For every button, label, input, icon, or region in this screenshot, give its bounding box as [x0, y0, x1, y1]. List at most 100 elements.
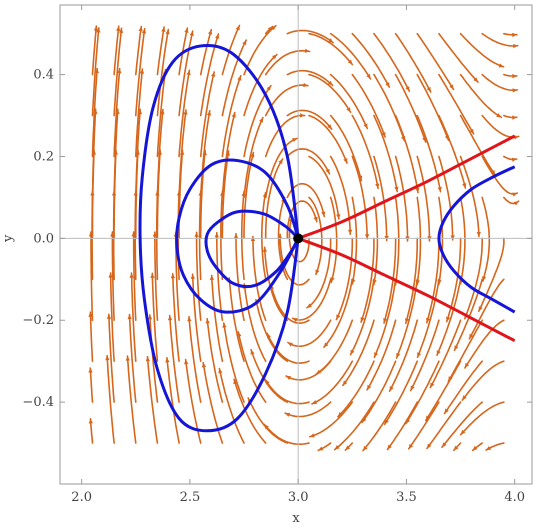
stream-arrow-145	[362, 445, 368, 451]
stream-arrow-136	[337, 411, 343, 417]
stream-arrow-157	[389, 386, 394, 392]
stream-line-68	[221, 39, 247, 117]
stream-arrow-59	[207, 29, 213, 35]
equilibrium-point	[293, 233, 304, 244]
stream-line-66	[221, 111, 236, 199]
stream-line-191	[464, 237, 484, 320]
stream-arrow-71	[222, 323, 227, 328]
stream-arrow-104	[267, 333, 272, 339]
stream-line-201	[468, 278, 505, 340]
x-axis-label: x	[292, 511, 300, 526]
stream-line-133	[351, 73, 386, 138]
stream-line-108	[308, 196, 323, 276]
stream-line-39	[156, 26, 165, 76]
stream-arrow-172	[462, 183, 467, 189]
stream-arrow-190	[454, 345, 459, 351]
stream-line-172	[438, 114, 467, 189]
stream-line-82	[243, 283, 267, 362]
y-tick-label-0: −0.4	[22, 395, 54, 410]
x-tick-label-0: 2.0	[71, 490, 92, 505]
y-tick-label-4: 0.4	[33, 68, 54, 83]
stream-arrow-170	[437, 279, 442, 285]
stream-arrow-140	[372, 279, 377, 285]
stream-line-65	[221, 150, 230, 240]
stream-arrow-176	[426, 443, 432, 449]
stream-arrow-159	[404, 318, 410, 324]
stream-arrow-200	[464, 362, 470, 368]
stream-arrow-20	[125, 356, 130, 361]
stream-line-143	[373, 73, 406, 142]
stream-arrow-194	[513, 135, 519, 140]
stream-arrow-135	[334, 445, 340, 450]
stream-line-127	[315, 319, 354, 375]
stream-arrow-206	[512, 74, 517, 79]
stream-line-53	[195, 231, 202, 322]
stream-line-129	[335, 237, 354, 321]
x-tick-label-4: 4.0	[504, 490, 525, 505]
stream-arrow-165	[408, 443, 414, 449]
stream-line-182	[459, 155, 480, 238]
stream-arrow-117	[292, 317, 298, 322]
stream-line-80	[233, 378, 267, 444]
stream-line-2	[89, 311, 94, 362]
stream-arrow-108	[315, 269, 320, 275]
stream-arrow-162	[437, 186, 442, 192]
stream-line-139	[360, 237, 375, 323]
y-tick-label-1: −0.2	[22, 313, 54, 328]
stream-line-89	[264, 49, 311, 76]
stream-arrow-156	[384, 419, 389, 425]
stream-arrow-29	[138, 26, 143, 32]
stream-line-111	[308, 73, 352, 113]
stream-arrow-18	[118, 28, 124, 33]
stream-line-16	[113, 108, 119, 199]
stream-arrow-40	[165, 357, 170, 363]
stream-arrow-98	[325, 168, 330, 174]
stream-arrow-67	[237, 75, 242, 81]
stream-line-81	[237, 331, 267, 403]
stream-line-123	[329, 32, 372, 80]
stream-line-32	[151, 272, 159, 362]
stream-line-169	[426, 237, 440, 324]
stream-line-73	[235, 232, 245, 322]
stream-arrow-129	[336, 314, 341, 320]
stream-arrow-139	[360, 317, 365, 323]
stream-line-155	[386, 401, 419, 451]
stream-line-103	[264, 378, 310, 405]
blue-orbit-1	[175, 158, 300, 314]
stream-line-101	[286, 29, 334, 44]
stream-arrow-103	[265, 379, 270, 385]
stream-arrow-116	[287, 342, 293, 347]
stream-arrow-28	[141, 28, 147, 34]
stream-arrow-80	[233, 379, 238, 385]
stream-line-76	[243, 116, 264, 199]
stream-line-6	[91, 108, 97, 199]
stream-arrow-152	[415, 187, 420, 193]
stream-arrow-174	[473, 77, 479, 83]
stream-line-153	[394, 73, 427, 143]
stream-arrow-160	[415, 279, 420, 285]
stream-arrow-53	[194, 232, 199, 237]
stream-arrow-168	[417, 352, 422, 358]
stream-arrow-56	[206, 110, 212, 116]
stream-line-7	[91, 67, 98, 158]
stream-line-9	[91, 25, 98, 76]
stream-line-87	[264, 114, 306, 158]
stream-arrow-120	[347, 229, 353, 235]
stream-line-114	[284, 401, 332, 418]
stream-line-94	[263, 246, 289, 322]
stream-arrow-138	[350, 349, 355, 355]
stream-line-27	[134, 68, 144, 158]
stream-arrow-114	[285, 412, 291, 417]
stream-line-102	[263, 423, 310, 445]
stream-line-19	[113, 25, 120, 76]
stream-line-132	[351, 114, 379, 190]
stream-arrow-118	[306, 303, 312, 308]
stream-line-165	[407, 401, 440, 450]
stream-line-83	[252, 235, 267, 322]
stream-arrow-189	[448, 376, 453, 382]
stream-arrow-199	[462, 395, 467, 401]
stream-arrow-201	[469, 333, 474, 339]
stream-line-31	[149, 314, 159, 403]
stream-line-41	[168, 314, 180, 403]
stream-lines-layer	[88, 24, 520, 452]
